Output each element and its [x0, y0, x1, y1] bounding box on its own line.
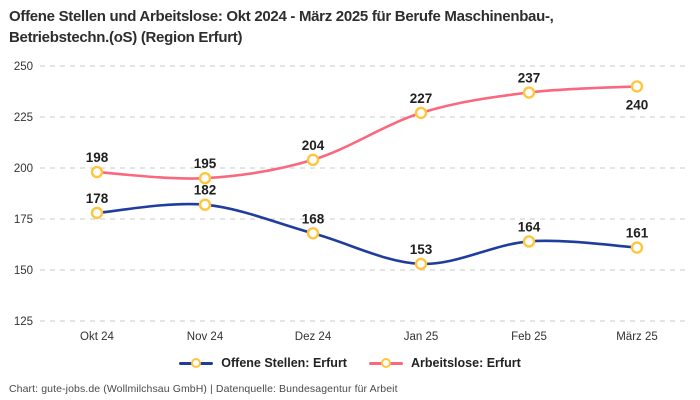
data-point-label: 164	[518, 219, 541, 234]
legend: Offene Stellen: Erfurt Arbeitslose: Erfu…	[0, 356, 700, 370]
data-point-marker	[630, 241, 644, 254]
data-point-marker	[198, 198, 212, 211]
data-point-label: 237	[518, 71, 541, 86]
legend-swatch-offene-stellen	[179, 357, 214, 369]
attribution: Chart: gute-jobs.de (Wollmilchsau GmbH) …	[9, 383, 398, 395]
x-tick-label: Okt 24	[80, 331, 114, 343]
data-point-label: 161	[626, 226, 649, 241]
data-point-label: 227	[410, 91, 433, 106]
data-point-marker	[90, 206, 104, 220]
data-point-label: 204	[302, 138, 325, 153]
data-point-marker	[306, 153, 320, 167]
y-tick-label: 125	[14, 316, 33, 328]
chart-title-line-1: Offene Stellen und Arbeitslose: Okt 2024…	[9, 8, 554, 25]
data-point-marker	[414, 257, 428, 271]
x-tick-label: Jan 25	[404, 331, 439, 343]
y-tick-label: 175	[14, 214, 33, 226]
chart-title: Offene Stellen und Arbeitslose: Okt 2024…	[9, 6, 554, 48]
legend-swatch-arbeitslose	[368, 357, 403, 369]
y-tick-label: 150	[14, 265, 33, 277]
data-point-marker	[90, 165, 104, 179]
data-point-marker	[522, 235, 536, 248]
legend-label-offene-stellen: Offene Stellen: Erfurt	[221, 356, 347, 370]
data-point-label: 195	[194, 156, 217, 171]
x-tick-label: Nov 24	[187, 331, 224, 343]
data-point-label: 182	[194, 183, 217, 198]
data-point-marker	[306, 227, 320, 240]
legend-item-arbeitslose[interactable]: Arbeitslose: Erfurt	[368, 356, 521, 370]
data-point-marker	[414, 106, 428, 120]
legend-label-arbeitslose: Arbeitslose: Erfurt	[410, 356, 521, 370]
x-tick-label: Feb 25	[511, 331, 547, 343]
data-point-label: 178	[86, 191, 109, 206]
x-tick-label: Dez 24	[295, 331, 332, 343]
data-point-label: 198	[86, 150, 109, 165]
y-tick-label: 225	[14, 112, 33, 124]
data-point-marker	[198, 171, 212, 185]
y-tick-label: 200	[14, 163, 33, 175]
y-tick-label: 250	[14, 61, 33, 73]
legend-marker-ring	[191, 358, 202, 368]
series-line-1	[95, 85, 639, 180]
x-tick-label: März 25	[616, 331, 658, 343]
series-line-0	[95, 202, 639, 266]
data-point-label: 153	[410, 242, 433, 257]
chart-title-line-2: Betriebstechn.(oS) (Region Erfurt)	[9, 29, 243, 46]
legend-item-offene-stellen[interactable]: Offene Stellen: Erfurt	[179, 356, 347, 370]
data-point-label: 240	[626, 97, 649, 112]
legend-marker-ring	[380, 358, 391, 368]
data-point-marker	[522, 86, 536, 99]
data-point-label: 168	[302, 211, 325, 226]
data-point-marker	[630, 80, 644, 93]
line-chart: 125 150 175 200 225 250 Okt 24 Nov 24 Dez 24 Jan …	[14, 61, 688, 343]
